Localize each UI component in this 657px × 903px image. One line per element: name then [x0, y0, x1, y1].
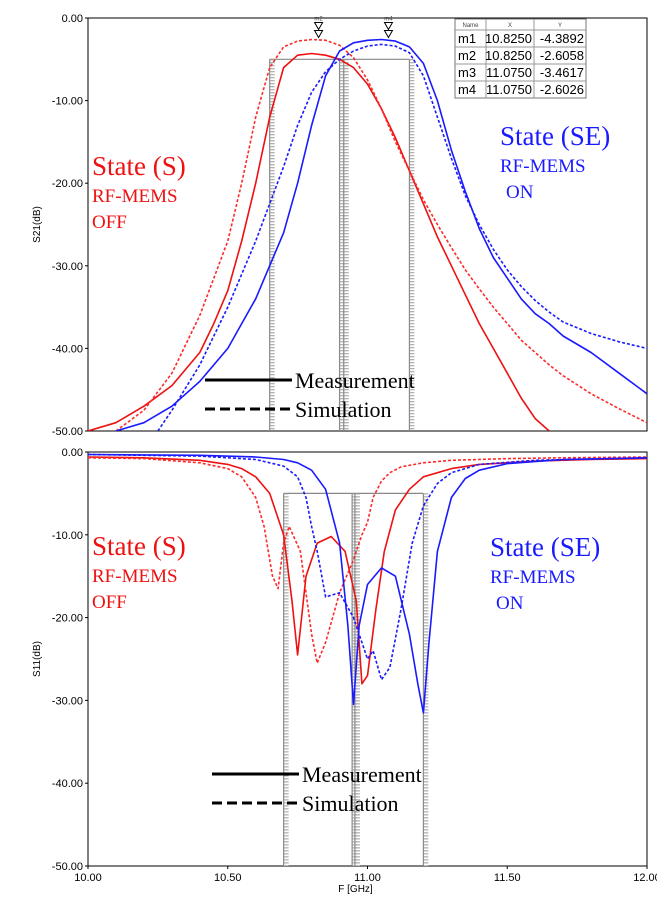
s11-xtick-label: 10.00 — [74, 872, 102, 884]
s21-plot-frame — [87, 17, 648, 432]
s21-ytick-label: -50.00 — [52, 426, 83, 438]
marker-table-cell: -2.6026 — [540, 82, 584, 97]
s11-xtick-label: 11.50 — [494, 872, 521, 884]
marker-table-cell: 10.8250 — [485, 48, 532, 63]
s21-panel: 0.00 -10.00 -20.00 -30.00 -40.00 -50.00 S21(dB… — [32, 13, 648, 438]
s21-annotation-right-line2: ON — [506, 182, 534, 203]
s21-marker-label: m2 — [314, 16, 323, 22]
s11-annotation-right-line1: RF-MEMS — [490, 567, 576, 588]
s21-series-dashed-1 — [115, 38, 647, 431]
marker-table-cell: 11.0750 — [486, 82, 532, 97]
marker-table-header: X — [508, 23, 512, 29]
s21-ytick-label: -30.00 — [52, 261, 83, 273]
s11-plot-area — [88, 453, 647, 866]
marker-table-cell: 10.8250 — [485, 31, 532, 46]
s11-xlabel: F [GHz] — [338, 884, 373, 895]
marker-table-cell: m4 — [458, 82, 476, 97]
s11-xtick-label: 11.00 — [354, 872, 381, 884]
s21-ytick-label: -20.00 — [52, 178, 83, 190]
s11-series-dashed-1 — [88, 456, 647, 664]
s11-ytick-label: -50.00 — [52, 861, 83, 873]
s21-marker-table: Name X Ym1 10.8250 -4.3892 m2 10.8250 -2.6058 m3… — [454, 18, 587, 99]
marker-table-cell: 11.0750 — [486, 65, 532, 80]
s21-series-solid-0 — [88, 52, 550, 431]
s21-plot-area — [88, 38, 647, 431]
s21-marker-triangle — [313, 29, 324, 39]
s11-series-solid-2 — [88, 453, 647, 714]
marker-table-cell: m2 — [458, 48, 476, 63]
s21-annotation-right-line1: RF-MEMS — [500, 156, 586, 177]
s11-ytick-label: -10.00 — [52, 530, 83, 542]
s11-series-solid-0 — [88, 456, 647, 685]
s11-annotation-right-line2: ON — [496, 593, 524, 614]
s11-legend-dashed-label: Simulation — [302, 791, 399, 816]
s21-marker-triangle-2 — [383, 21, 394, 31]
s21-annotation-left-line1: RF-MEMS — [92, 186, 178, 207]
s21-legend-dashed-label: Simulation — [295, 397, 392, 422]
s21-ytick-label: -40.00 — [52, 343, 83, 355]
s21-annotation-right-title: State (SE) — [500, 121, 610, 151]
s21-ytick-label: -10.00 — [52, 96, 83, 108]
s21-annotation-left-title: State (S) — [92, 151, 186, 181]
marker-table-cell: m3 — [458, 65, 476, 80]
s21-marker-label: m4 — [384, 16, 393, 22]
marker-table-cell: -2.6058 — [540, 48, 584, 63]
s21-series-dashed-3 — [157, 43, 647, 431]
s21-ylabel: S21(dB) — [32, 206, 43, 243]
s21-series-solid-2 — [115, 38, 647, 431]
marker-table-cell: m1 — [458, 31, 476, 46]
marker-table-frame — [454, 18, 587, 99]
marker-table-header: Y — [558, 23, 562, 29]
s11-ytick-label: -20.00 — [52, 613, 83, 625]
s11-ytick-label: 0.00 — [62, 447, 83, 459]
s11-annotation-left-line2: OFF — [92, 592, 127, 613]
s11-ytick-label: -30.00 — [52, 695, 83, 707]
s11-xtick-label: 12.00 — [633, 872, 657, 884]
s11-ytick-label: -40.00 — [52, 778, 83, 790]
marker-table-cell: -4.3892 — [540, 31, 584, 46]
s11-annotation-left-title: State (S) — [92, 531, 186, 561]
s21-annotation-left-line2: OFF — [92, 212, 127, 233]
s21-ytick-label: 0.00 — [62, 13, 83, 25]
s11-annotation-left-line1: RF-MEMS — [92, 566, 178, 587]
s21-legend-solid-label: Measurement — [295, 368, 415, 393]
marker-table-cell: -3.4617 — [540, 65, 584, 80]
s21-marker-triangle-2 — [313, 21, 324, 31]
s11-ylabel: S11(dB) — [32, 641, 43, 677]
s21-marker-triangle — [383, 29, 394, 39]
s11-legend-solid-label: Measurement — [302, 762, 422, 787]
s11-xtick-label: 10.50 — [214, 872, 242, 884]
marker-table-header: Name — [462, 23, 479, 29]
s11-annotation-right-title: State (SE) — [490, 532, 600, 562]
s11-series-dashed-3 — [88, 453, 647, 681]
